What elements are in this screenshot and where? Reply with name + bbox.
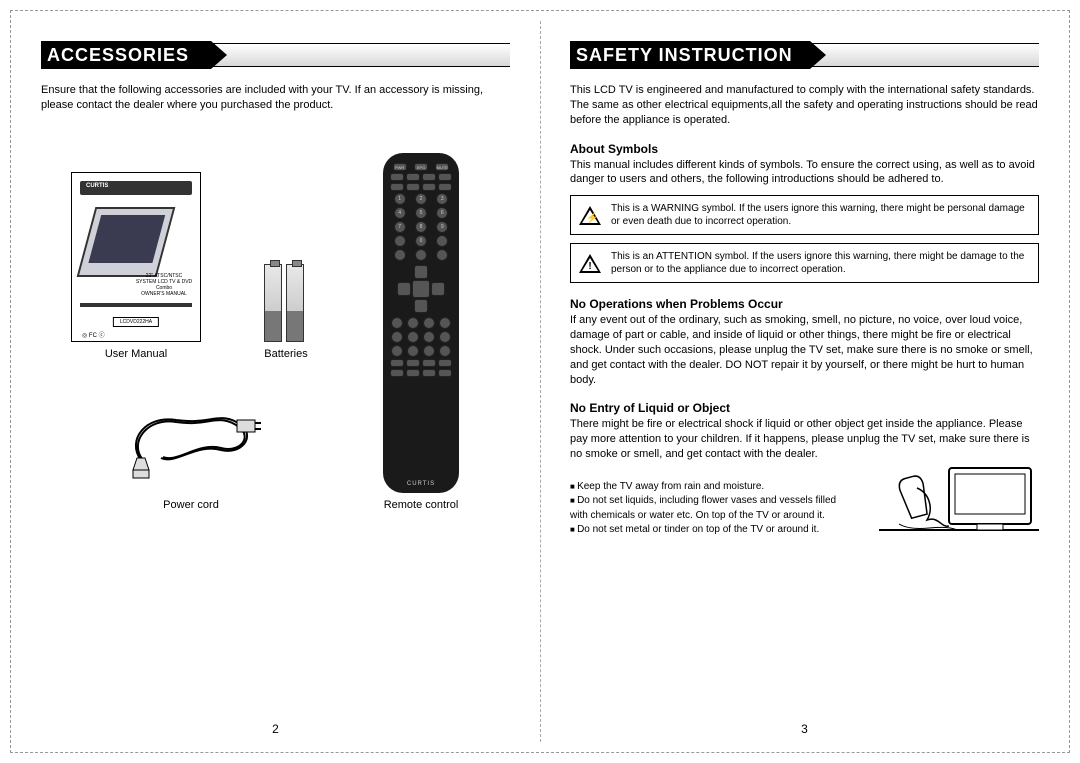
list-item: Keep the TV away from rain and moisture.	[570, 480, 840, 495]
attention-symbol-box: ! This is an ATTENTION symbol. If the us…	[570, 243, 1039, 283]
no-ops-body: If any event out of the ordinary, such a…	[570, 313, 1039, 387]
right-page: SAFETY INSTRUCTION This LCD TV is engine…	[540, 11, 1069, 752]
attention-icon: !	[579, 253, 601, 273]
power-cord-illustration	[121, 400, 261, 490]
cord-label: Power cord	[121, 499, 261, 511]
batteries-illustration	[264, 264, 307, 342]
remote-cell: PWREPGMUTE 123 456 789 0	[383, 153, 459, 511]
page-number-left: 2	[11, 722, 540, 736]
remote-illustration: PWREPGMUTE 123 456 789 0	[383, 153, 459, 493]
section-title: ACCESSORIES	[41, 41, 211, 69]
page-spread: ACCESSORIES Ensure that the following ac…	[10, 10, 1070, 753]
no-entry-heading: No Entry of Liquid or Object	[570, 401, 1039, 415]
list-item: Do not set metal or tinder on top of the…	[570, 523, 840, 538]
remote-label: Remote control	[383, 499, 459, 511]
safety-intro: This LCD TV is engineered and manufactur…	[570, 83, 1039, 128]
precaution-block: Keep the TV away from rain and moisture.…	[570, 480, 1039, 538]
list-item: Do not set liquids, including flower vas…	[570, 494, 840, 523]
section-title: SAFETY INSTRUCTION	[570, 41, 810, 69]
cord-cell: Power cord	[121, 400, 261, 511]
accessories-intro: Ensure that the following accessories ar…	[41, 83, 510, 113]
warning-icon: ⚡	[579, 205, 601, 225]
manual-label: User Manual	[71, 348, 201, 360]
warning-text: This is a WARNING symbol. If the users i…	[611, 202, 1030, 228]
about-symbols-heading: About Symbols	[570, 142, 1039, 156]
batteries-label: Batteries	[264, 348, 307, 360]
page-number-right: 3	[540, 722, 1069, 736]
left-page: ACCESSORIES Ensure that the following ac…	[11, 11, 540, 752]
batteries-cell: Batteries	[264, 264, 307, 360]
no-ops-heading: No Operations when Problems Occur	[570, 297, 1039, 311]
attention-text: This is an ATTENTION symbol. If the user…	[611, 250, 1030, 276]
about-symbols-body: This manual includes different kinds of …	[570, 158, 1039, 188]
section-header-accessories: ACCESSORIES	[41, 41, 510, 69]
section-header-safety: SAFETY INSTRUCTION	[570, 41, 1039, 69]
accessories-grid: CURTIS 22" ATSC/NTSC SYSTEM LCD TV & DVD…	[41, 153, 510, 511]
manual-cell: CURTIS 22" ATSC/NTSC SYSTEM LCD TV & DVD…	[71, 172, 201, 360]
warning-symbol-box: ⚡ This is a WARNING symbol. If the users…	[570, 195, 1039, 235]
spill-illustration: 💧	[850, 480, 1039, 538]
precaution-list: Keep the TV away from rain and moisture.…	[570, 480, 840, 538]
user-manual-illustration: CURTIS 22" ATSC/NTSC SYSTEM LCD TV & DVD…	[71, 172, 201, 342]
